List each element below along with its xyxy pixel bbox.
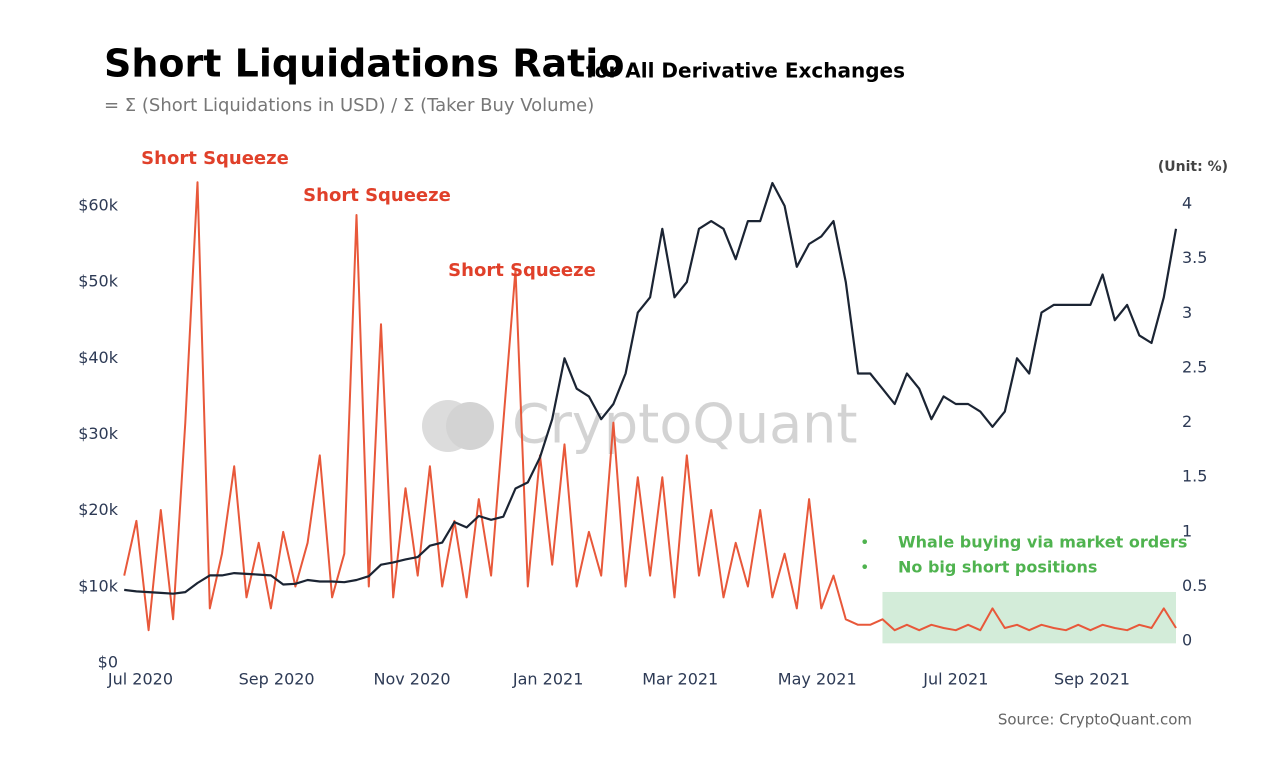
y2-tick-label: 0 bbox=[1182, 631, 1192, 650]
watermark-icon bbox=[422, 400, 474, 452]
watermark: CryptoQuant bbox=[422, 393, 858, 456]
y-tick-label: $30k bbox=[78, 424, 119, 443]
plot-area: $0 $10k $20k $30k $40k $50k $60k 0 0.5 1 1.5 2 2.5 3 3… bbox=[78, 181, 1207, 689]
y-tick-label: $10k bbox=[78, 576, 119, 595]
watermark-text: CryptoQuant bbox=[512, 393, 858, 456]
note: Whale buying via market orders bbox=[898, 533, 1187, 552]
x-tick-label: Jul 2020 bbox=[107, 670, 173, 689]
x-tick-label: Nov 2020 bbox=[373, 670, 450, 689]
watermark-icon bbox=[446, 402, 494, 450]
series-line bbox=[124, 181, 1178, 595]
chart-title-suffix: for All Derivative Exchanges bbox=[586, 59, 905, 83]
note: No big short positions bbox=[898, 558, 1097, 577]
note-bullet: • bbox=[860, 558, 869, 577]
y2-tick-label: 3 bbox=[1182, 303, 1192, 322]
y2-tick-label: 0.5 bbox=[1182, 576, 1207, 595]
annotation: Short Squeeze bbox=[141, 148, 289, 169]
x-tick-label: Jan 2021 bbox=[512, 670, 583, 689]
y-tick-label: $40k bbox=[78, 348, 119, 367]
y-tick-label: $50k bbox=[78, 272, 119, 291]
x-tick-label: May 2021 bbox=[778, 670, 857, 689]
y2-tick-label: 2.5 bbox=[1182, 357, 1207, 376]
y2-tick-label: 1 bbox=[1182, 521, 1192, 540]
x-tick-label: Jul 2021 bbox=[922, 670, 988, 689]
y-tick-label: $0 bbox=[98, 653, 118, 672]
y2-tick-label: 1.5 bbox=[1182, 467, 1207, 486]
highlight-region bbox=[882, 591, 1176, 644]
note-bullet: • bbox=[860, 533, 869, 552]
annotation: Short Squeeze bbox=[448, 260, 596, 281]
x-tick-label: Sep 2020 bbox=[239, 670, 315, 689]
y-tick-label: $60k bbox=[78, 195, 119, 214]
y2-tick-label: 2 bbox=[1182, 412, 1192, 431]
chart-subtitle: = Σ (Short Liquidations in USD) / Σ (Tak… bbox=[104, 95, 594, 116]
source: Source: CryptoQuant.com bbox=[998, 711, 1192, 729]
y2-tick-label: 4 bbox=[1182, 194, 1192, 213]
x-tick-label: Mar 2021 bbox=[642, 670, 718, 689]
unit-label: (Unit: %) bbox=[1158, 159, 1228, 175]
series-line bbox=[123, 181, 1177, 632]
y-tick-label: $20k bbox=[78, 500, 119, 519]
chart-title: Short Liquidations Ratio bbox=[104, 42, 624, 86]
y2-tick-label: 3.5 bbox=[1182, 248, 1207, 267]
x-tick-label: Sep 2021 bbox=[1054, 670, 1130, 689]
annotation: Short Squeeze bbox=[303, 185, 451, 206]
